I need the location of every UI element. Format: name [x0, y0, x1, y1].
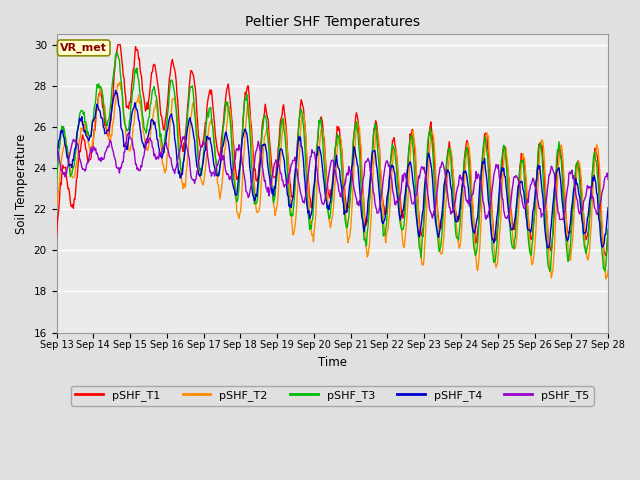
pSHF_T1: [63, 174, 70, 180]
pSHF_T5: [120, 159, 127, 165]
pSHF_T2: [52, 202, 60, 207]
pSHF_T3: [416, 247, 424, 252]
pSHF_T2: [63, 144, 70, 150]
Text: VR_met: VR_met: [60, 43, 108, 53]
pSHF_T5: [416, 170, 424, 176]
pSHF_T4: [545, 245, 552, 251]
Y-axis label: Soil Temperature: Soil Temperature: [15, 133, 28, 234]
pSHF_T4: [63, 150, 70, 156]
pSHF_T4: [112, 88, 120, 94]
pSHF_T1: [400, 210, 408, 216]
pSHF_T3: [113, 49, 121, 55]
pSHF_T4: [400, 201, 408, 207]
pSHF_T2: [116, 79, 124, 85]
pSHF_T1: [604, 228, 612, 234]
pSHF_T4: [176, 175, 184, 181]
pSHF_T4: [52, 157, 60, 163]
pSHF_T3: [546, 268, 554, 274]
Line: pSHF_T5: pSHF_T5: [56, 132, 608, 219]
pSHF_T3: [52, 180, 60, 186]
pSHF_T5: [604, 177, 612, 182]
pSHF_T3: [63, 144, 70, 150]
pSHF_T1: [176, 132, 184, 137]
pSHF_T3: [205, 106, 213, 111]
pSHF_T1: [52, 235, 60, 240]
X-axis label: Time: Time: [318, 356, 347, 369]
pSHF_T5: [556, 216, 564, 222]
pSHF_T3: [400, 222, 408, 228]
pSHF_T2: [416, 240, 424, 246]
pSHF_T1: [114, 42, 122, 48]
pSHF_T5: [205, 164, 213, 169]
pSHF_T2: [120, 113, 128, 119]
pSHF_T1: [416, 228, 424, 233]
pSHF_T3: [176, 158, 184, 164]
pSHF_T1: [120, 74, 128, 80]
pSHF_T4: [120, 144, 128, 150]
Title: Peltier SHF Temperatures: Peltier SHF Temperatures: [244, 15, 420, 29]
Line: pSHF_T2: pSHF_T2: [56, 82, 608, 279]
Legend: pSHF_T1, pSHF_T2, pSHF_T3, pSHF_T4, pSHF_T5: pSHF_T1, pSHF_T2, pSHF_T3, pSHF_T4, pSHF…: [71, 386, 594, 406]
pSHF_T2: [604, 267, 612, 273]
pSHF_T3: [604, 226, 612, 231]
pSHF_T4: [205, 136, 213, 142]
pSHF_T5: [52, 142, 60, 148]
pSHF_T2: [602, 276, 610, 282]
pSHF_T1: [205, 91, 213, 96]
pSHF_T2: [205, 122, 213, 128]
pSHF_T1: [602, 252, 610, 258]
pSHF_T2: [176, 156, 184, 162]
Line: pSHF_T1: pSHF_T1: [56, 45, 608, 255]
pSHF_T5: [63, 170, 70, 176]
pSHF_T5: [400, 171, 408, 177]
Line: pSHF_T3: pSHF_T3: [56, 52, 608, 271]
Line: pSHF_T4: pSHF_T4: [56, 91, 608, 248]
pSHF_T3: [120, 117, 128, 122]
pSHF_T2: [400, 244, 408, 250]
pSHF_T4: [604, 205, 612, 211]
pSHF_T5: [125, 130, 132, 135]
pSHF_T4: [416, 227, 424, 232]
pSHF_T5: [176, 146, 184, 152]
